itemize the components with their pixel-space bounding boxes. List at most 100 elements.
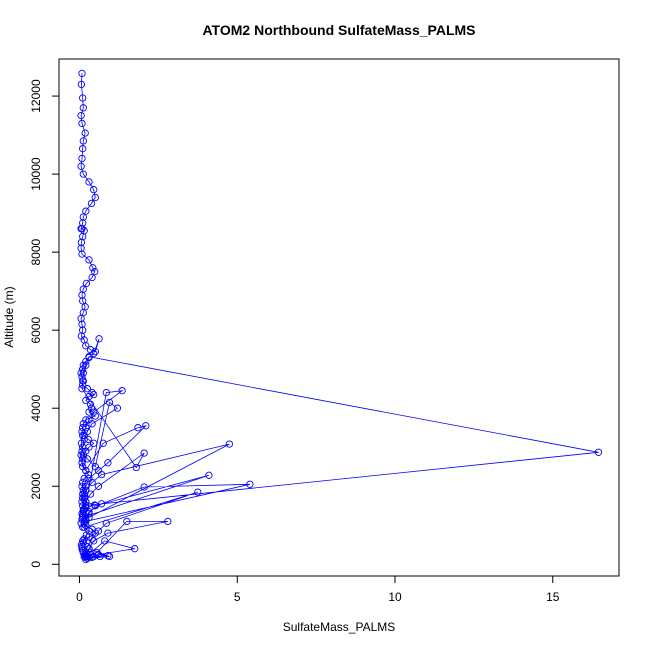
data-point-28 — [91, 268, 99, 276]
data-point-78 — [80, 474, 88, 483]
data-point-17 — [79, 213, 87, 221]
data-point-1 — [77, 80, 86, 89]
y-tick-label-5: 10000 — [29, 157, 43, 191]
data-point-60 — [87, 404, 96, 412]
data-point-160 — [86, 490, 95, 498]
data-point-27 — [89, 264, 97, 272]
data-point-164 — [205, 471, 213, 479]
data-point-80 — [78, 482, 86, 490]
data-point-158 — [140, 449, 148, 457]
data-point-81 — [79, 486, 87, 494]
data-point-66 — [78, 427, 86, 436]
x-tick-label-2: 10 — [388, 590, 402, 604]
chart-title: ATOM2 Northbound SulfateMass_PALMS — [202, 22, 475, 38]
data-point-3 — [79, 104, 87, 112]
data-point-126 — [113, 404, 122, 412]
data-point-183 — [164, 517, 172, 526]
data-point-184 — [104, 529, 112, 537]
x-tick-label-0: 0 — [76, 590, 83, 604]
x-axis-label: SulfateMass_PALMS — [283, 620, 396, 634]
data-point-7 — [79, 137, 87, 145]
data-point-26 — [85, 256, 93, 264]
data-point-8 — [79, 145, 87, 153]
data-point-170 — [97, 500, 106, 508]
data-point-32 — [78, 291, 86, 299]
data-point-25 — [78, 250, 86, 258]
data-point-197 — [81, 550, 89, 559]
data-point-72 — [79, 451, 87, 459]
data-point-0 — [78, 69, 86, 78]
data-point-36 — [77, 314, 85, 323]
data-point-198 — [82, 548, 91, 557]
data-point-4 — [77, 111, 85, 120]
data-point-159 — [94, 482, 103, 490]
data-point-65 — [79, 424, 87, 432]
data-point-161 — [82, 498, 90, 506]
series-line-0 — [80, 73, 599, 560]
data-point-200 — [105, 552, 114, 561]
data-point-116 — [118, 387, 126, 395]
data-point-175 — [102, 519, 110, 527]
data-point-43 — [91, 347, 99, 356]
data-point-23 — [77, 238, 86, 247]
data-point-146 — [97, 470, 106, 479]
data-point-117 — [90, 408, 98, 416]
data-point-199 — [85, 545, 93, 553]
data-point-44 — [95, 335, 103, 343]
data-point-12 — [85, 178, 93, 186]
data-point-145 — [225, 440, 234, 448]
data-point-73 — [79, 455, 87, 463]
y-axis-label: Altitude (m) — [2, 286, 16, 347]
data-point-77 — [84, 470, 92, 479]
y-axis: 0 2000 4000 6000 8000 10000 12000 — [29, 79, 59, 568]
data-point-15 — [87, 199, 96, 208]
data-point-131 — [77, 451, 85, 459]
data-point-152 — [85, 353, 93, 361]
data-point-14 — [91, 193, 99, 202]
data-point-119 — [82, 424, 90, 432]
data-point-169 — [140, 483, 148, 491]
data-point-123 — [83, 455, 92, 463]
y-tick-label-1: 2000 — [29, 473, 43, 500]
data-point-157 — [132, 463, 140, 472]
data-point-151 — [594, 448, 603, 456]
data-point-51 — [78, 373, 86, 381]
data-point-59 — [86, 400, 95, 408]
data-point-68 — [84, 435, 92, 444]
data-point-105 — [79, 537, 87, 545]
data-point-41 — [82, 342, 90, 350]
data-point-63 — [82, 416, 90, 424]
data-point-173 — [80, 523, 88, 531]
data-point-136 — [142, 422, 150, 430]
data-point-125 — [105, 398, 114, 407]
data-point-137 — [104, 459, 112, 467]
y-tick-label-6: 12000 — [29, 79, 43, 113]
data-point-69 — [90, 439, 98, 447]
data-point-6 — [81, 129, 89, 137]
data-point-127 — [88, 420, 96, 428]
data-point-109 — [82, 521, 90, 529]
data-point-122 — [78, 447, 86, 455]
data-point-189 — [101, 537, 109, 545]
data-point-166 — [85, 509, 93, 518]
data-point-165 — [91, 502, 99, 510]
data-point-115 — [102, 388, 110, 397]
data-point-201 — [83, 554, 92, 563]
y-tick-label-4: 8000 — [29, 238, 43, 265]
data-point-182 — [123, 517, 131, 526]
data-point-148 — [82, 486, 90, 494]
data-point-64 — [79, 420, 87, 428]
data-point-156 — [78, 385, 86, 393]
data-point-134 — [99, 439, 107, 447]
data-point-53 — [79, 381, 87, 389]
data-point-132 — [78, 459, 86, 467]
data-point-114 — [82, 502, 90, 510]
data-point-185 — [90, 537, 98, 545]
data-point-58 — [82, 396, 90, 405]
x-axis: 0 5 10 15 — [76, 576, 560, 604]
y-tick-label-2: 4000 — [29, 395, 43, 422]
data-point-94 — [80, 535, 88, 543]
x-tick-label-3: 15 — [546, 590, 560, 604]
data-point-112 — [78, 509, 86, 518]
